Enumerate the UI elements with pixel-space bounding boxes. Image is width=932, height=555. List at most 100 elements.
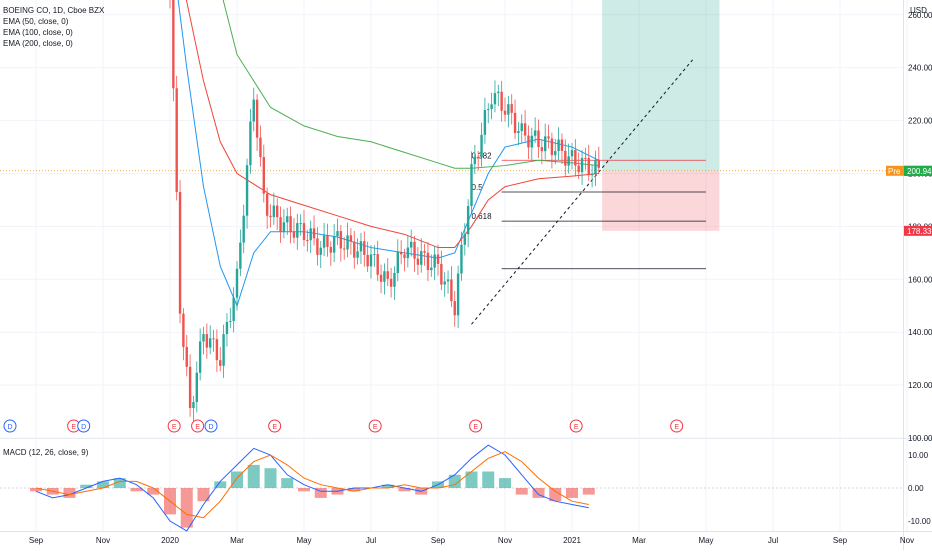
event-marker <box>191 419 205 433</box>
x-tick-label: Nov <box>96 536 110 545</box>
candle-body <box>463 234 466 245</box>
x-tick-label: Mar <box>632 536 646 545</box>
event-marker-label: E <box>172 424 177 431</box>
candle-body <box>346 235 349 250</box>
candle-body <box>172 0 175 89</box>
candle-body <box>185 346 188 367</box>
candle-body <box>540 147 544 152</box>
event-marker-label: D <box>7 424 12 431</box>
macd-histogram-bar <box>63 488 76 498</box>
candle-body <box>500 91 503 111</box>
price-tag <box>904 166 932 177</box>
candle-body <box>302 223 306 241</box>
candle-body <box>574 150 577 166</box>
macd-histogram-bar <box>80 484 93 488</box>
event-marker <box>167 419 181 433</box>
candle-body <box>369 254 373 267</box>
symbol-title: BOEING CO, 1D, Cboe BZX <box>3 6 105 15</box>
macd-histogram-bar <box>398 488 411 492</box>
event-marker-label: E <box>71 424 76 431</box>
candle-body <box>222 334 225 366</box>
candle-body <box>245 165 249 216</box>
candle-body <box>379 274 383 282</box>
macd-histogram-bar <box>180 488 193 528</box>
candle-body <box>178 191 182 314</box>
candle-body <box>296 223 299 238</box>
candle-body <box>188 366 192 409</box>
candle-body <box>453 301 456 316</box>
candle-body <box>249 121 252 166</box>
macd-histogram-bar <box>482 471 495 488</box>
candle-body <box>386 271 389 279</box>
candle-body <box>322 235 326 248</box>
candle-body <box>413 241 416 259</box>
candle-body <box>557 139 560 152</box>
candle-body <box>544 136 547 152</box>
candle-body <box>533 130 537 136</box>
candle-body <box>272 205 276 218</box>
x-tick-label: Jul <box>768 536 778 545</box>
candle-body <box>265 193 269 216</box>
x-tick-label: Jul <box>366 536 376 545</box>
candle-body <box>215 339 219 361</box>
candle-body <box>343 248 346 250</box>
candle-body <box>406 247 410 259</box>
candle-body <box>493 93 497 105</box>
candle-body <box>262 157 265 194</box>
candle-body <box>470 164 473 207</box>
candle-body <box>359 241 363 252</box>
candle-body <box>376 254 379 275</box>
macd-histogram-bar <box>566 488 578 498</box>
macd-histogram-bar <box>214 481 227 488</box>
candle-body <box>416 258 420 265</box>
event-marker-label: D <box>208 424 213 431</box>
candle-body <box>590 173 594 176</box>
candle-body <box>195 372 198 403</box>
candle-body <box>570 150 574 157</box>
candle-body <box>490 104 493 110</box>
event-marker <box>469 419 483 433</box>
candle-body <box>520 123 523 132</box>
pre-market-tag <box>886 165 904 176</box>
macd-histogram-bar <box>113 478 126 488</box>
y-tick-label: 100.00 <box>908 434 932 443</box>
macd-histogram-bar <box>381 484 394 488</box>
candle-body <box>510 104 513 113</box>
candle-body <box>587 157 590 176</box>
candle-body <box>433 254 436 268</box>
candle-body <box>326 235 329 247</box>
macd-histogram-bar <box>582 488 595 495</box>
candle-body <box>276 205 279 218</box>
x-tick-label: Sep <box>833 536 848 545</box>
macd-histogram-bar <box>97 481 109 488</box>
candle-body <box>523 123 527 136</box>
macd-histogram-bar <box>549 488 562 502</box>
event-marker <box>670 419 684 433</box>
candle-body <box>547 136 550 139</box>
fib-level-label: 0.5 <box>472 183 484 192</box>
x-tick-label: Nov <box>900 536 914 545</box>
event-marker <box>3 419 17 433</box>
candle-body <box>198 341 202 373</box>
candle-body <box>584 157 587 159</box>
candle-body <box>503 110 507 115</box>
ema-100-label: EMA (100, close, 0) <box>3 28 73 37</box>
candle-body <box>560 139 564 151</box>
candle-body <box>513 112 517 134</box>
y-tick-label: 140.00 <box>908 328 932 337</box>
candle-body <box>423 251 426 253</box>
macd-histogram-bar <box>130 488 143 492</box>
ema-50-label: EMA (50, close, 0) <box>3 17 69 26</box>
candle-body <box>353 241 356 258</box>
macd-histogram-bar <box>298 488 310 492</box>
candle-body <box>487 109 490 111</box>
candle-body <box>443 281 446 285</box>
candle-body <box>252 99 255 122</box>
candle-body <box>564 150 567 166</box>
macd-histogram-bar <box>448 474 461 488</box>
x-tick-label: May <box>296 536 311 545</box>
candle-body <box>235 268 239 298</box>
candle-body <box>319 247 322 255</box>
